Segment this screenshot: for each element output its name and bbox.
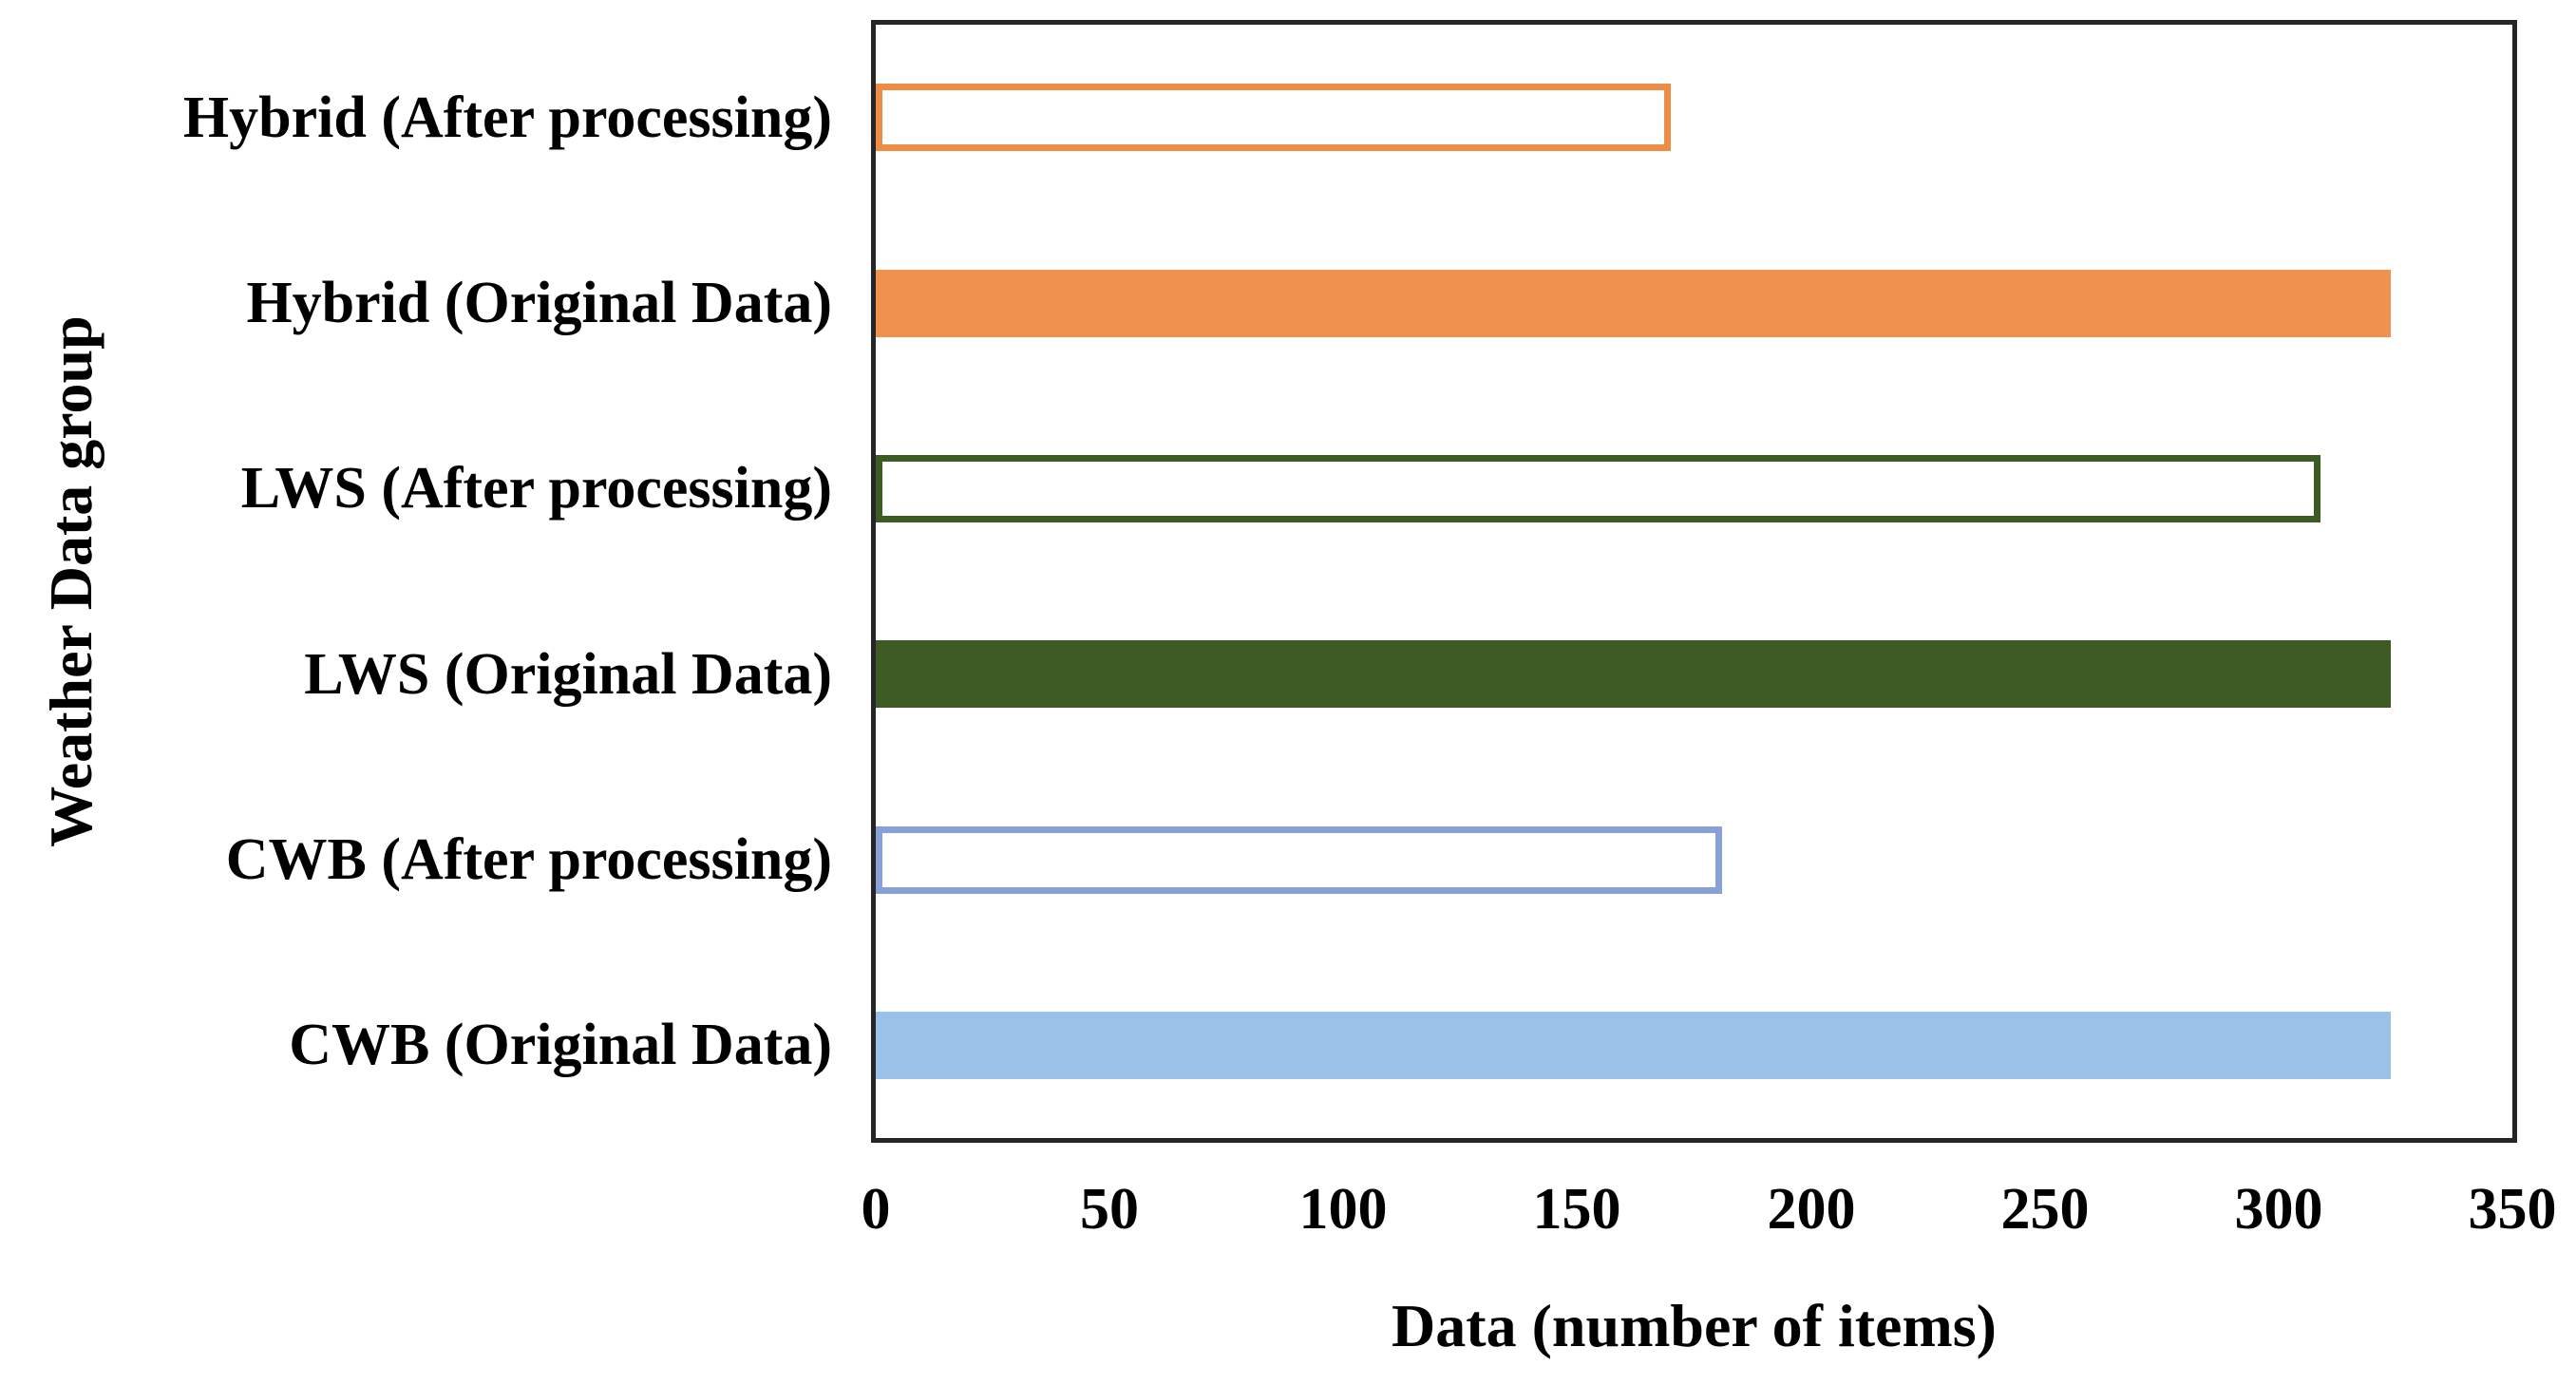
category-label: Hybrid (After processing) [182,85,832,150]
bar-hybrid-after-processing [876,84,1671,151]
x-axis-title: Data (number of items) [1392,1292,1997,1359]
category-label: LWS (Original Data) [304,642,832,707]
x-tick-label: 350 [2468,1177,2557,1242]
plot-area [871,20,2517,1143]
x-tick-label: 150 [1532,1177,1621,1242]
x-tick-label: 250 [2000,1177,2090,1242]
x-tick-label: 300 [2234,1177,2323,1242]
category-label: CWB (Original Data) [289,1013,832,1077]
y-axis-title-container: Weather Data group [28,0,114,1163]
x-tick-label: 200 [1767,1177,1856,1242]
bar-hybrid-original-data [876,270,2391,337]
bar-lws-original-data [876,640,2391,708]
x-tick-label: 0 [861,1177,891,1242]
bar-lws-after-processing [876,455,2320,522]
bar-cwb-after-processing [876,826,1722,894]
x-tick-label: 50 [1080,1177,1139,1242]
category-label: LWS (After processing) [240,456,832,521]
category-label: Hybrid (Original Data) [246,271,832,335]
category-label: CWB (After processing) [225,827,832,892]
x-tick-label: 100 [1298,1177,1388,1242]
y-axis-title: Weather Data group [37,315,104,847]
bar-cwb-original-data [876,1012,2391,1079]
